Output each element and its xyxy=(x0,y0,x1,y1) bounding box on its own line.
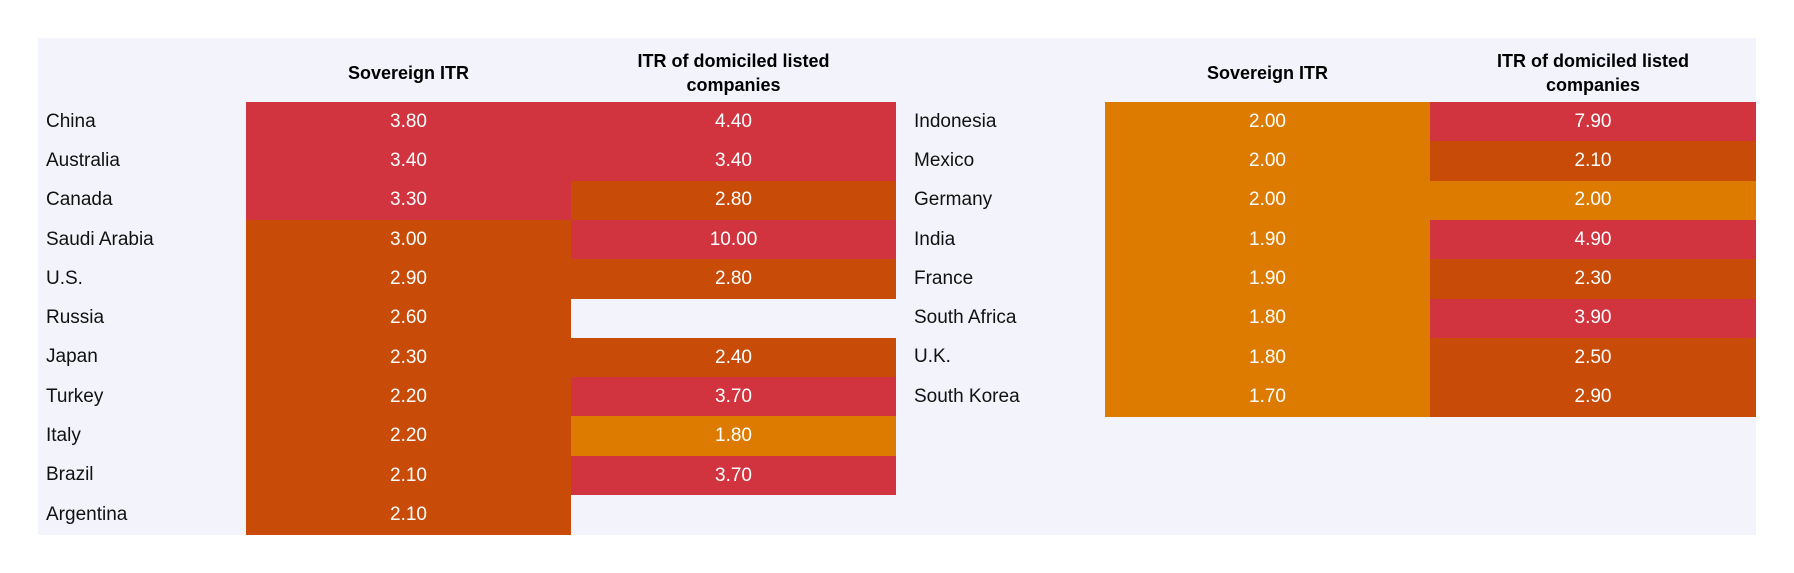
country-label: Japan xyxy=(46,346,98,368)
sovereign-itr-cell: 2.30 xyxy=(246,337,571,378)
sovereign-itr-cell: 2.60 xyxy=(246,298,571,339)
sovereign-itr-cell: 2.10 xyxy=(246,495,571,535)
sovereign-itr-cell: 2.00 xyxy=(1105,141,1430,182)
company-itr-cell: 2.40 xyxy=(571,337,896,378)
country-label: South Africa xyxy=(914,307,1017,329)
country-label: Canada xyxy=(46,189,113,211)
sovereign-itr-cell: 2.00 xyxy=(1105,180,1430,221)
country-label: Saudi Arabia xyxy=(46,228,154,250)
country-label: Russia xyxy=(46,307,105,329)
column-header-sovereign-itr: Sovereign ITR xyxy=(347,63,470,83)
sovereign-itr-cell: 2.90 xyxy=(246,259,571,299)
company-itr-cell: 2.80 xyxy=(571,259,896,299)
heatmap-table-panel: Sovereign ITR ITR of domiciled listed com… xyxy=(38,38,1756,535)
sovereign-itr-cell: 2.00 xyxy=(1105,102,1430,142)
column-header-sovereign-itr: Sovereign ITR xyxy=(1206,63,1329,83)
country-label: South Korea xyxy=(914,385,1020,407)
company-itr-cell: 2.30 xyxy=(1430,259,1756,299)
country-label: U.K. xyxy=(914,346,951,368)
company-itr-cell: 3.40 xyxy=(571,141,896,182)
company-itr-cell: 10.00 xyxy=(571,219,896,260)
sovereign-itr-cell: 1.70 xyxy=(1105,377,1430,417)
sovereign-itr-cell: 2.20 xyxy=(246,416,571,457)
sovereign-itr-cell: 1.90 xyxy=(1105,219,1430,260)
sovereign-itr-cell: 3.80 xyxy=(246,102,571,142)
company-itr-cell: 1.80 xyxy=(571,416,896,457)
country-label: Brazil xyxy=(46,464,94,486)
sovereign-itr-cell: 2.20 xyxy=(246,377,571,417)
country-label: Turkey xyxy=(46,385,104,407)
sovereign-itr-cell: 3.40 xyxy=(246,141,571,182)
country-label: Indonesia xyxy=(914,110,997,132)
company-itr-cell: 4.90 xyxy=(1430,219,1756,260)
country-label: Germany xyxy=(914,189,993,211)
company-itr-cell: 3.90 xyxy=(1430,298,1756,339)
country-label: Australia xyxy=(46,149,120,171)
company-itr-cell: 2.90 xyxy=(1430,377,1756,417)
company-itr-cell: 4.40 xyxy=(571,102,896,142)
company-itr-cell: 3.70 xyxy=(571,455,896,496)
company-itr-cell: 7.90 xyxy=(1430,102,1756,142)
country-label: China xyxy=(46,110,96,132)
country-label: Mexico xyxy=(914,149,975,171)
sovereign-itr-cell: 1.90 xyxy=(1105,259,1430,299)
company-itr-cell: 2.80 xyxy=(571,180,896,221)
company-itr-cell: 3.70 xyxy=(571,377,896,417)
sovereign-itr-cell: 1.80 xyxy=(1105,337,1430,378)
country-label: Italy xyxy=(46,425,81,447)
company-itr-cell: 2.50 xyxy=(1430,337,1756,378)
company-itr-cell: 2.10 xyxy=(1430,141,1756,182)
country-label: Argentina xyxy=(46,503,128,525)
column-header-company-itr: ITR of domiciled listed companies xyxy=(637,51,830,95)
sovereign-itr-cell: 3.30 xyxy=(246,180,571,221)
company-itr-cell: 2.00 xyxy=(1430,180,1756,221)
column-header-company-itr: ITR of domiciled listed companies xyxy=(1496,51,1689,95)
country-label: India xyxy=(914,228,956,250)
country-label: U.S. xyxy=(46,267,83,289)
sovereign-itr-cell: 3.00 xyxy=(246,219,571,260)
country-label: France xyxy=(914,267,974,289)
sovereign-itr-cell: 1.80 xyxy=(1105,298,1430,339)
sovereign-itr-cell: 2.10 xyxy=(246,455,571,496)
